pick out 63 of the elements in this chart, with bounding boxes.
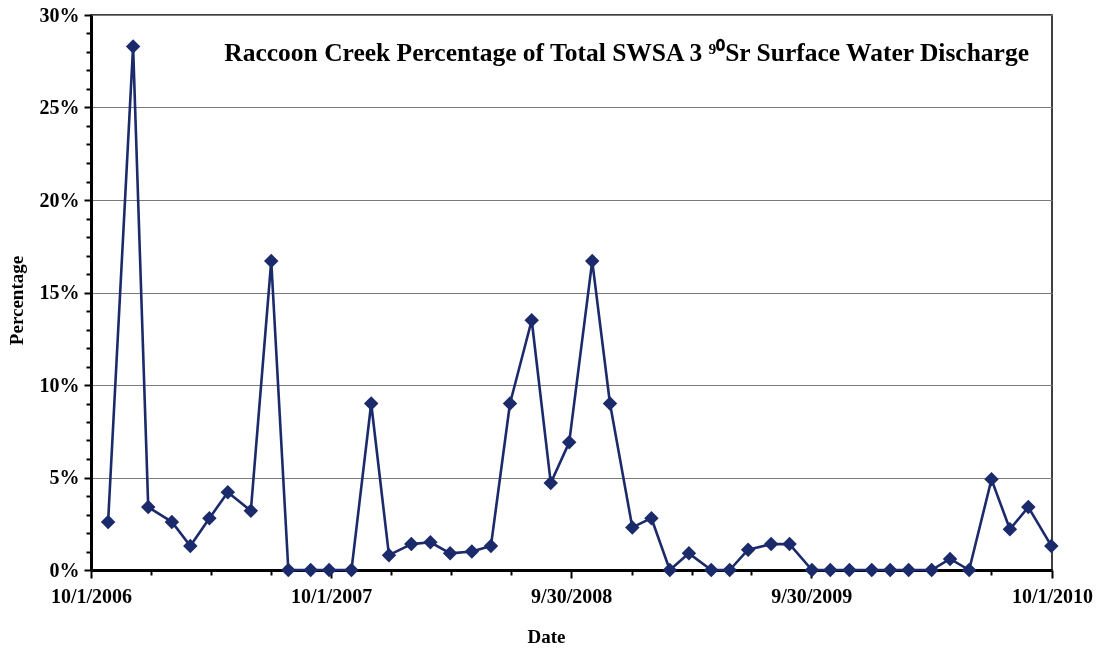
point [404, 536, 419, 552]
x-tick-label: 10/1/2010 [1011, 584, 1094, 607]
x-tick-label: 10/1/2007 [291, 584, 373, 607]
point [901, 562, 916, 578]
y-axis-title: Percentage [5, 255, 27, 346]
point [662, 562, 678, 578]
x-tick-label: 9/30/2008 [531, 584, 613, 607]
point [321, 562, 337, 578]
point [984, 472, 999, 487]
point [202, 510, 217, 526]
point [704, 562, 719, 578]
point [220, 485, 236, 500]
point [183, 538, 198, 554]
point [263, 253, 279, 269]
point [281, 562, 296, 578]
y-tick-label: 15% [39, 281, 80, 303]
x-tick-label: 10/1/2006 [50, 584, 133, 607]
point [1002, 522, 1018, 537]
point [804, 562, 820, 578]
point [961, 562, 977, 578]
point [625, 520, 640, 535]
point [243, 503, 259, 519]
point [644, 510, 659, 526]
point [100, 514, 116, 530]
point [524, 313, 539, 328]
point [561, 435, 577, 450]
y-tick-label: 30% [39, 3, 80, 26]
point [924, 562, 939, 578]
x-tick-label: 9/30/2009 [771, 584, 853, 607]
point [722, 562, 737, 578]
point [502, 396, 518, 411]
point [584, 253, 600, 269]
point [882, 562, 898, 578]
point [602, 396, 618, 411]
point [164, 514, 180, 530]
point [1044, 538, 1059, 554]
point [140, 499, 156, 515]
y-tick-label: 5% [49, 466, 80, 488]
x-axis-title: Date [527, 625, 566, 647]
text: Raccoon Creek Percentage of Total SWSA 3 ⁹⁰Sr Surface Water Discharge [224, 37, 1029, 67]
point [942, 551, 958, 567]
point [782, 536, 797, 552]
point [344, 562, 359, 578]
y-tick-label: 10% [39, 373, 80, 396]
y-tick-label: 20% [39, 188, 80, 211]
point [543, 475, 559, 491]
point [864, 562, 880, 578]
point [842, 562, 857, 578]
point [442, 546, 458, 561]
point [363, 396, 379, 411]
point [303, 562, 318, 578]
point [1021, 499, 1036, 515]
point [483, 538, 499, 554]
point [681, 546, 697, 561]
point [823, 562, 838, 578]
point [464, 544, 480, 559]
point [423, 535, 438, 550]
point [763, 536, 779, 552]
y-tick-label: 25% [39, 96, 80, 118]
point [381, 547, 397, 563]
y-tick-label: 0% [49, 558, 80, 581]
point [125, 39, 141, 54]
point [740, 542, 756, 557]
